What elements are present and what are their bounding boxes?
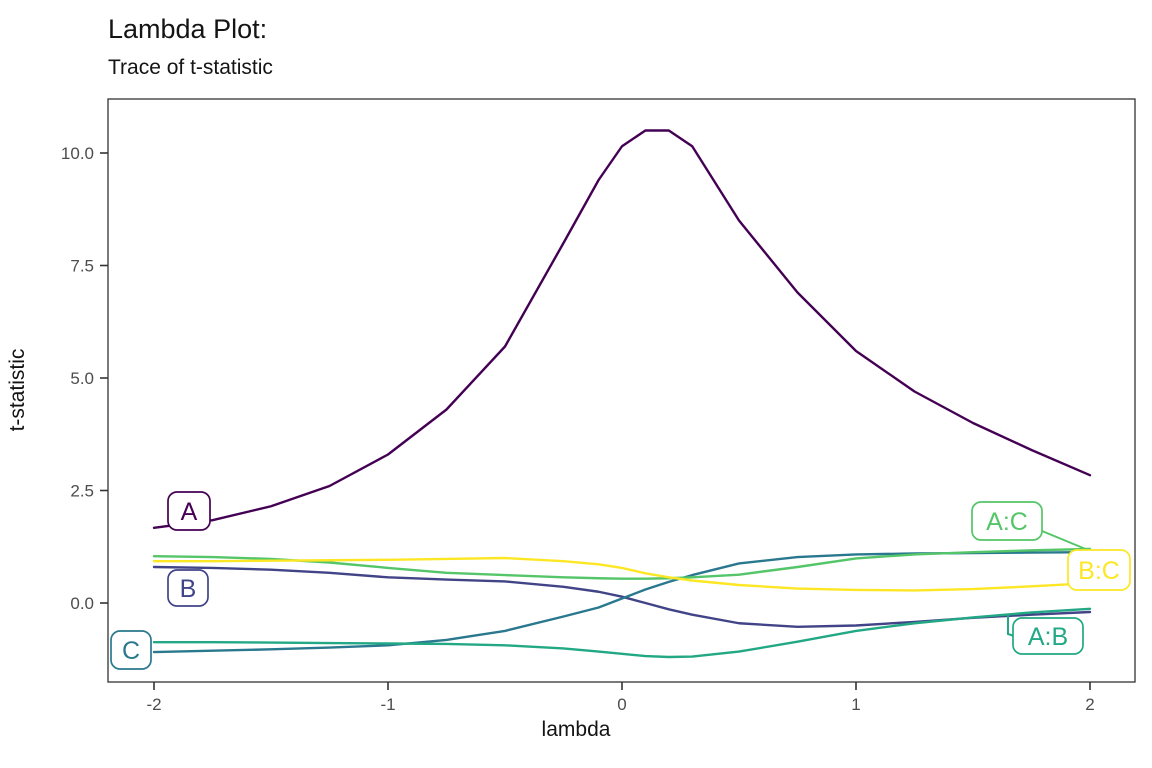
y-tick-label: 10.0: [61, 144, 94, 163]
line-label-box-B:C: [1067, 549, 1131, 591]
y-tick-label: 2.5: [70, 482, 94, 501]
line-label-box-C: [110, 630, 152, 670]
line-label-box-B: [167, 569, 209, 607]
line-label-box-A: [167, 491, 211, 531]
x-axis-title: lambda: [541, 718, 611, 741]
series-line-A:C: [152, 547, 1092, 580]
line-label-text-A:C: A:C: [986, 508, 1028, 536]
label-leader-A:B: [1007, 614, 1015, 637]
y-tick-label: 7.5: [70, 257, 94, 276]
x-tick-label: 1: [851, 695, 860, 714]
line-label-text-A:B: A:B: [1028, 623, 1068, 651]
line-label-text-B: B: [180, 575, 197, 603]
panel-border: [107, 98, 1136, 683]
series-line-B:C: [152, 556, 1092, 592]
line-label-text-C: C: [122, 637, 140, 665]
y-tick-label: 0.0: [70, 594, 94, 613]
line-label-box-A:C: [971, 501, 1043, 541]
label-leader-A:C: [1041, 530, 1089, 551]
x-tick-label: 0: [617, 695, 626, 714]
line-label-text-A: A: [181, 498, 198, 526]
x-tick-label: -1: [380, 695, 395, 714]
line-label-box-A:B: [1012, 617, 1084, 655]
series-line-B: [152, 565, 1092, 629]
y-tick-label: 5.0: [70, 369, 94, 388]
line-label-text-B:C: B:C: [1078, 557, 1120, 585]
x-tick-label: 2: [1085, 695, 1094, 714]
series-line-A:B: [152, 607, 1092, 659]
chart-title: Lambda Plot:: [108, 14, 268, 44]
series-line-A: [152, 129, 1092, 530]
x-tick-label: -2: [146, 695, 161, 714]
chart-subtitle: Trace of t-statistic: [108, 56, 273, 79]
series-line-C: [152, 550, 1092, 654]
